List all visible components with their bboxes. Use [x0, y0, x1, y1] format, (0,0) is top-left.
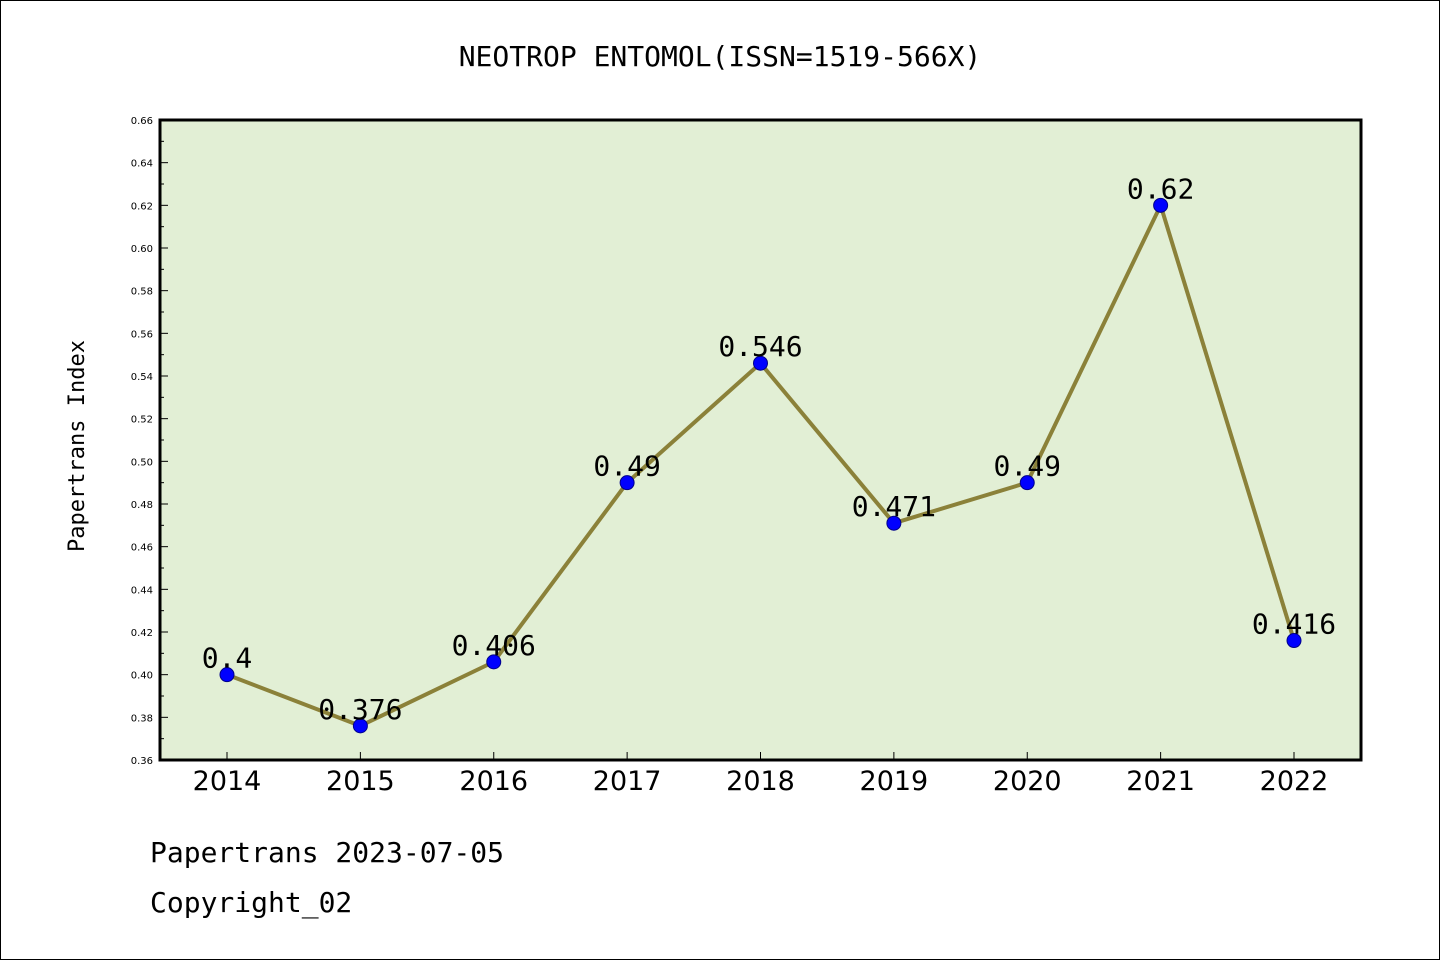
x-tick-label: 2016	[459, 766, 528, 797]
y-axis: 0.36 0.38 0.40 0.42 0.44 0.46 0.48 0.50 0.52 0.54…	[131, 116, 168, 767]
data-point	[886, 515, 902, 531]
data-point	[619, 475, 635, 491]
data-labels: 0.4 0.376 0.406 0.49 0.546 0.471 0.49 0.62 0.416	[202, 172, 1336, 726]
data-label: 0.4	[202, 642, 253, 675]
y-tick-label: 0.52	[131, 415, 153, 426]
x-tick-label: 2015	[326, 766, 395, 797]
x-tick-label: 2019	[860, 766, 929, 797]
data-point	[486, 654, 502, 670]
x-tick-label: 2018	[726, 766, 795, 797]
footer-copyright: Copyright_02	[150, 886, 353, 919]
y-tick-label: 0.38	[131, 713, 153, 724]
data-point	[219, 667, 235, 683]
x-tick-label: 2022	[1260, 766, 1329, 797]
y-tick-label: 0.50	[131, 457, 153, 468]
data-label: 0.62	[1127, 172, 1194, 205]
data-point	[1019, 475, 1035, 491]
x-tick-label: 2020	[993, 766, 1062, 797]
y-tick-label: 0.40	[131, 671, 153, 682]
data-label: 0.376	[318, 693, 402, 726]
y-tick-label: 0.42	[131, 628, 153, 639]
plot-border	[158, 118, 1363, 762]
y-tick-label: 0.54	[131, 372, 153, 383]
data-markers	[219, 197, 1302, 734]
y-tick-label: 0.66	[131, 116, 153, 127]
data-label: 0.406	[452, 629, 536, 662]
y-tick-label: 0.64	[131, 159, 153, 170]
y-tick-label: 0.62	[131, 201, 153, 212]
y-tick-label: 0.46	[131, 543, 153, 554]
data-point	[352, 718, 368, 734]
y-tick-label: 0.48	[131, 500, 153, 511]
data-label: 0.49	[593, 450, 660, 483]
y-tick-label: 0.60	[131, 244, 153, 255]
footer-date: Papertrans 2023-07-05	[150, 836, 505, 869]
data-point	[1153, 197, 1169, 213]
x-tick-label: 2017	[593, 766, 662, 797]
y-tick-label: 0.56	[131, 329, 153, 340]
chart-title: NEOTROP ENTOMOL(ISSN=1519-566X)	[459, 40, 982, 73]
y-tick-label: 0.58	[131, 287, 153, 298]
data-label: 0.416	[1252, 608, 1336, 641]
data-label: 0.546	[718, 330, 802, 363]
y-axis-label: Papertrans Index	[65, 340, 90, 552]
data-point	[1286, 633, 1302, 649]
x-axis: 2014 2015 2016 2017 2018 2019 2020 2021 2022	[193, 752, 1329, 797]
y-tick-label: 0.44	[131, 585, 153, 596]
data-point	[753, 355, 768, 371]
y-tick-label: 0.36	[131, 756, 153, 767]
plot-area	[160, 120, 1361, 760]
data-label: 0.471	[852, 490, 936, 523]
x-tick-label: 2021	[1126, 766, 1195, 797]
data-label: 0.49	[994, 450, 1061, 483]
x-tick-label: 2014	[193, 766, 262, 797]
